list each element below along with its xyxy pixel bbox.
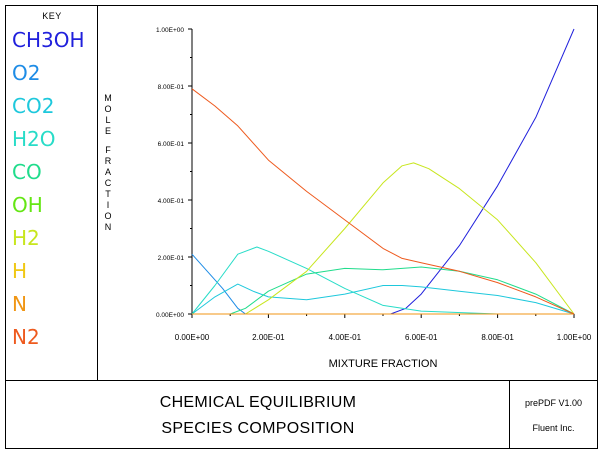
y-axis-label-letter: R — [105, 156, 112, 166]
y-axis-label-letter: C — [105, 178, 112, 188]
x-tick-label: 4.00E-01 — [329, 333, 362, 342]
y-tick-label: 1.00E+00 — [156, 27, 184, 34]
company-name: Fluent Inc. — [532, 423, 575, 433]
plot-panel: 0.00E+00 2.00E-01 4.00E-01 6.00E-01 8.00E-01… — [98, 6, 597, 380]
y-tick-label: 8.00E-01 — [158, 84, 185, 91]
legend-item-h2o: H2O — [12, 127, 56, 151]
y-axis-label-letter: F — [105, 145, 111, 155]
series-line-co2 — [191, 283, 575, 315]
y-axis-label-letter: O — [104, 104, 111, 114]
x-tick-label: 0.00E+00 — [175, 333, 210, 342]
legend-item-n2: N2 — [12, 325, 40, 349]
series-line-h2o — [191, 246, 574, 315]
y-axis-label-letter: E — [105, 126, 111, 136]
y-axis-label-letter: I — [107, 200, 110, 210]
y-axis-label-letter: T — [105, 189, 111, 199]
x-tick-label: 6.00E-01 — [405, 333, 438, 342]
legend-item-co: CO — [12, 160, 42, 184]
y-tick-label: 2.00E-01 — [158, 255, 185, 262]
legend-item-oh: OH — [12, 193, 43, 217]
x-tick-label: 1.00E+00 — [557, 333, 592, 342]
legend-title: KEY — [42, 11, 62, 21]
x-axis-label: MIXTURE FRACTION — [329, 358, 438, 370]
y-axis-label-letter: N — [105, 222, 112, 232]
series-line-co — [192, 266, 575, 315]
title-line-2: SPECIES COMPOSITION — [161, 420, 355, 437]
y-tick-label: 0.00E+00 — [156, 312, 184, 319]
x-tick-label: 2.00E-01 — [252, 333, 285, 342]
legend-item-o2: O2 — [12, 61, 41, 85]
series-line-n2 — [191, 88, 575, 315]
software-version: prePDF V1.00 — [524, 398, 583, 408]
series-line-h2 — [192, 162, 575, 315]
legend-item-co2: CO2 — [12, 94, 55, 118]
y-axis-label-letter: A — [105, 167, 111, 177]
title-block: CHEMICAL EQUILIBRIUM SPECIES COMPOSITION… — [6, 380, 597, 448]
figure-frame: KEY CH3OH O2 CO2 H2O CO OH H2 H N N2 0.0… — [5, 5, 598, 449]
line-chart: 0.00E+00 2.00E-01 4.00E-01 6.00E-01 8.00E-01… — [104, 27, 592, 370]
y-tick-label: 4.00E-01 — [158, 198, 185, 205]
title-line-1: CHEMICAL EQUILIBRIUM — [159, 394, 357, 411]
title-box: CHEMICAL EQUILIBRIUM SPECIES COMPOSITION — [6, 381, 510, 448]
y-axis-label-letter: L — [105, 115, 110, 125]
series-line-ch3oh — [192, 28, 575, 315]
y-tick-label: 6.00E-01 — [158, 141, 185, 148]
legend-item-n: N — [12, 292, 27, 316]
legend-item-h: H — [12, 259, 28, 283]
legend-item-ch3oh: CH3OH — [12, 28, 85, 52]
info-box: prePDF V1.00 Fluent Inc. — [510, 381, 597, 448]
x-tick-label: 8.00E-01 — [481, 333, 514, 342]
legend-item-h2: H2 — [12, 226, 40, 250]
y-axis-label-letter: M — [104, 93, 112, 103]
y-axis-label-letter: O — [104, 211, 111, 221]
legend-panel: KEY CH3OH O2 CO2 H2O CO OH H2 H N N2 — [6, 6, 98, 380]
